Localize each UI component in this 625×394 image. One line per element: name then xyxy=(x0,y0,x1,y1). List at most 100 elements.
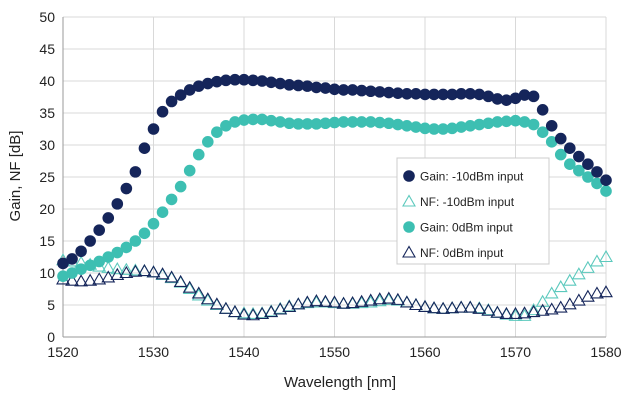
legend-marker xyxy=(402,245,416,258)
legend-marker xyxy=(402,194,416,207)
data-point xyxy=(545,136,558,148)
data-point xyxy=(237,307,251,320)
legend-box xyxy=(396,157,550,265)
data-point xyxy=(138,142,151,154)
data-point xyxy=(381,292,396,305)
data-point xyxy=(301,80,314,92)
data-point xyxy=(482,117,495,130)
x-axis-title: Wavelength [nm] xyxy=(284,374,396,391)
data-point xyxy=(590,286,604,299)
data-point xyxy=(292,79,305,92)
x-tick-label: 1520 xyxy=(47,344,78,360)
data-point xyxy=(373,86,386,98)
data-point xyxy=(182,280,197,293)
data-point xyxy=(472,301,487,314)
data-point xyxy=(463,300,478,313)
data-point xyxy=(428,123,440,135)
y-tick-label: 30 xyxy=(39,137,55,153)
data-point xyxy=(92,272,107,285)
data-point xyxy=(66,267,78,279)
data-point xyxy=(464,88,477,100)
data-point xyxy=(264,304,279,318)
data-point xyxy=(57,257,69,270)
data-point xyxy=(544,302,559,315)
data-point xyxy=(582,158,594,170)
data-point xyxy=(220,74,232,87)
data-point xyxy=(364,116,377,128)
data-point xyxy=(401,88,413,100)
data-point xyxy=(381,291,396,304)
x-tick-label: 1530 xyxy=(138,344,169,360)
data-point xyxy=(600,174,612,186)
data-point xyxy=(553,300,568,313)
data-point xyxy=(573,164,585,177)
data-point xyxy=(409,297,423,311)
data-point xyxy=(247,74,259,87)
data-point xyxy=(491,93,504,105)
data-point xyxy=(310,118,323,130)
data-point xyxy=(509,92,522,105)
data-point xyxy=(544,286,559,299)
data-point xyxy=(128,264,143,277)
series-layer xyxy=(56,73,613,321)
data-point xyxy=(500,94,513,106)
data-point xyxy=(392,118,404,131)
data-point xyxy=(427,301,441,314)
data-point xyxy=(364,85,377,98)
data-point xyxy=(518,116,531,128)
data-point xyxy=(182,281,197,295)
data-point xyxy=(83,273,98,286)
data-point xyxy=(354,295,369,309)
data-point xyxy=(237,306,251,319)
data-point xyxy=(192,80,205,92)
data-point xyxy=(119,262,134,275)
data-point xyxy=(445,301,460,314)
series-3 xyxy=(56,263,613,321)
data-point xyxy=(499,306,514,320)
data-point xyxy=(84,259,96,272)
y-tick-label: 35 xyxy=(39,105,55,121)
data-point xyxy=(363,295,378,308)
data-point xyxy=(301,118,314,130)
data-point xyxy=(436,301,451,314)
data-point xyxy=(319,82,332,94)
data-point xyxy=(419,88,431,101)
data-point xyxy=(590,254,604,267)
data-point xyxy=(410,88,422,100)
data-point xyxy=(273,302,288,315)
data-point xyxy=(481,303,496,316)
data-point xyxy=(328,116,341,129)
data-point xyxy=(500,115,513,128)
data-point xyxy=(200,292,215,305)
data-point xyxy=(337,116,350,128)
data-point xyxy=(274,77,287,90)
data-point xyxy=(309,294,324,307)
data-point xyxy=(346,84,359,96)
data-point xyxy=(580,260,595,273)
data-point xyxy=(562,273,577,286)
data-point xyxy=(111,198,124,210)
data-point xyxy=(437,123,449,135)
data-point xyxy=(372,292,387,305)
data-point xyxy=(200,293,215,306)
data-point xyxy=(129,235,142,247)
data-point xyxy=(337,84,350,96)
data-point xyxy=(536,126,549,138)
data-point xyxy=(418,299,432,312)
data-point xyxy=(93,224,105,236)
data-point xyxy=(174,180,187,193)
data-point xyxy=(183,164,196,177)
data-point xyxy=(156,206,169,218)
data-point xyxy=(363,293,378,306)
data-point xyxy=(128,263,143,276)
data-point xyxy=(482,90,495,103)
data-point xyxy=(309,295,324,308)
data-point xyxy=(183,84,196,96)
data-point xyxy=(93,255,105,268)
data-point xyxy=(274,116,287,128)
data-point xyxy=(355,116,368,128)
data-point xyxy=(553,279,568,293)
data-point xyxy=(390,292,405,305)
y-tick-label: 25 xyxy=(39,169,55,185)
